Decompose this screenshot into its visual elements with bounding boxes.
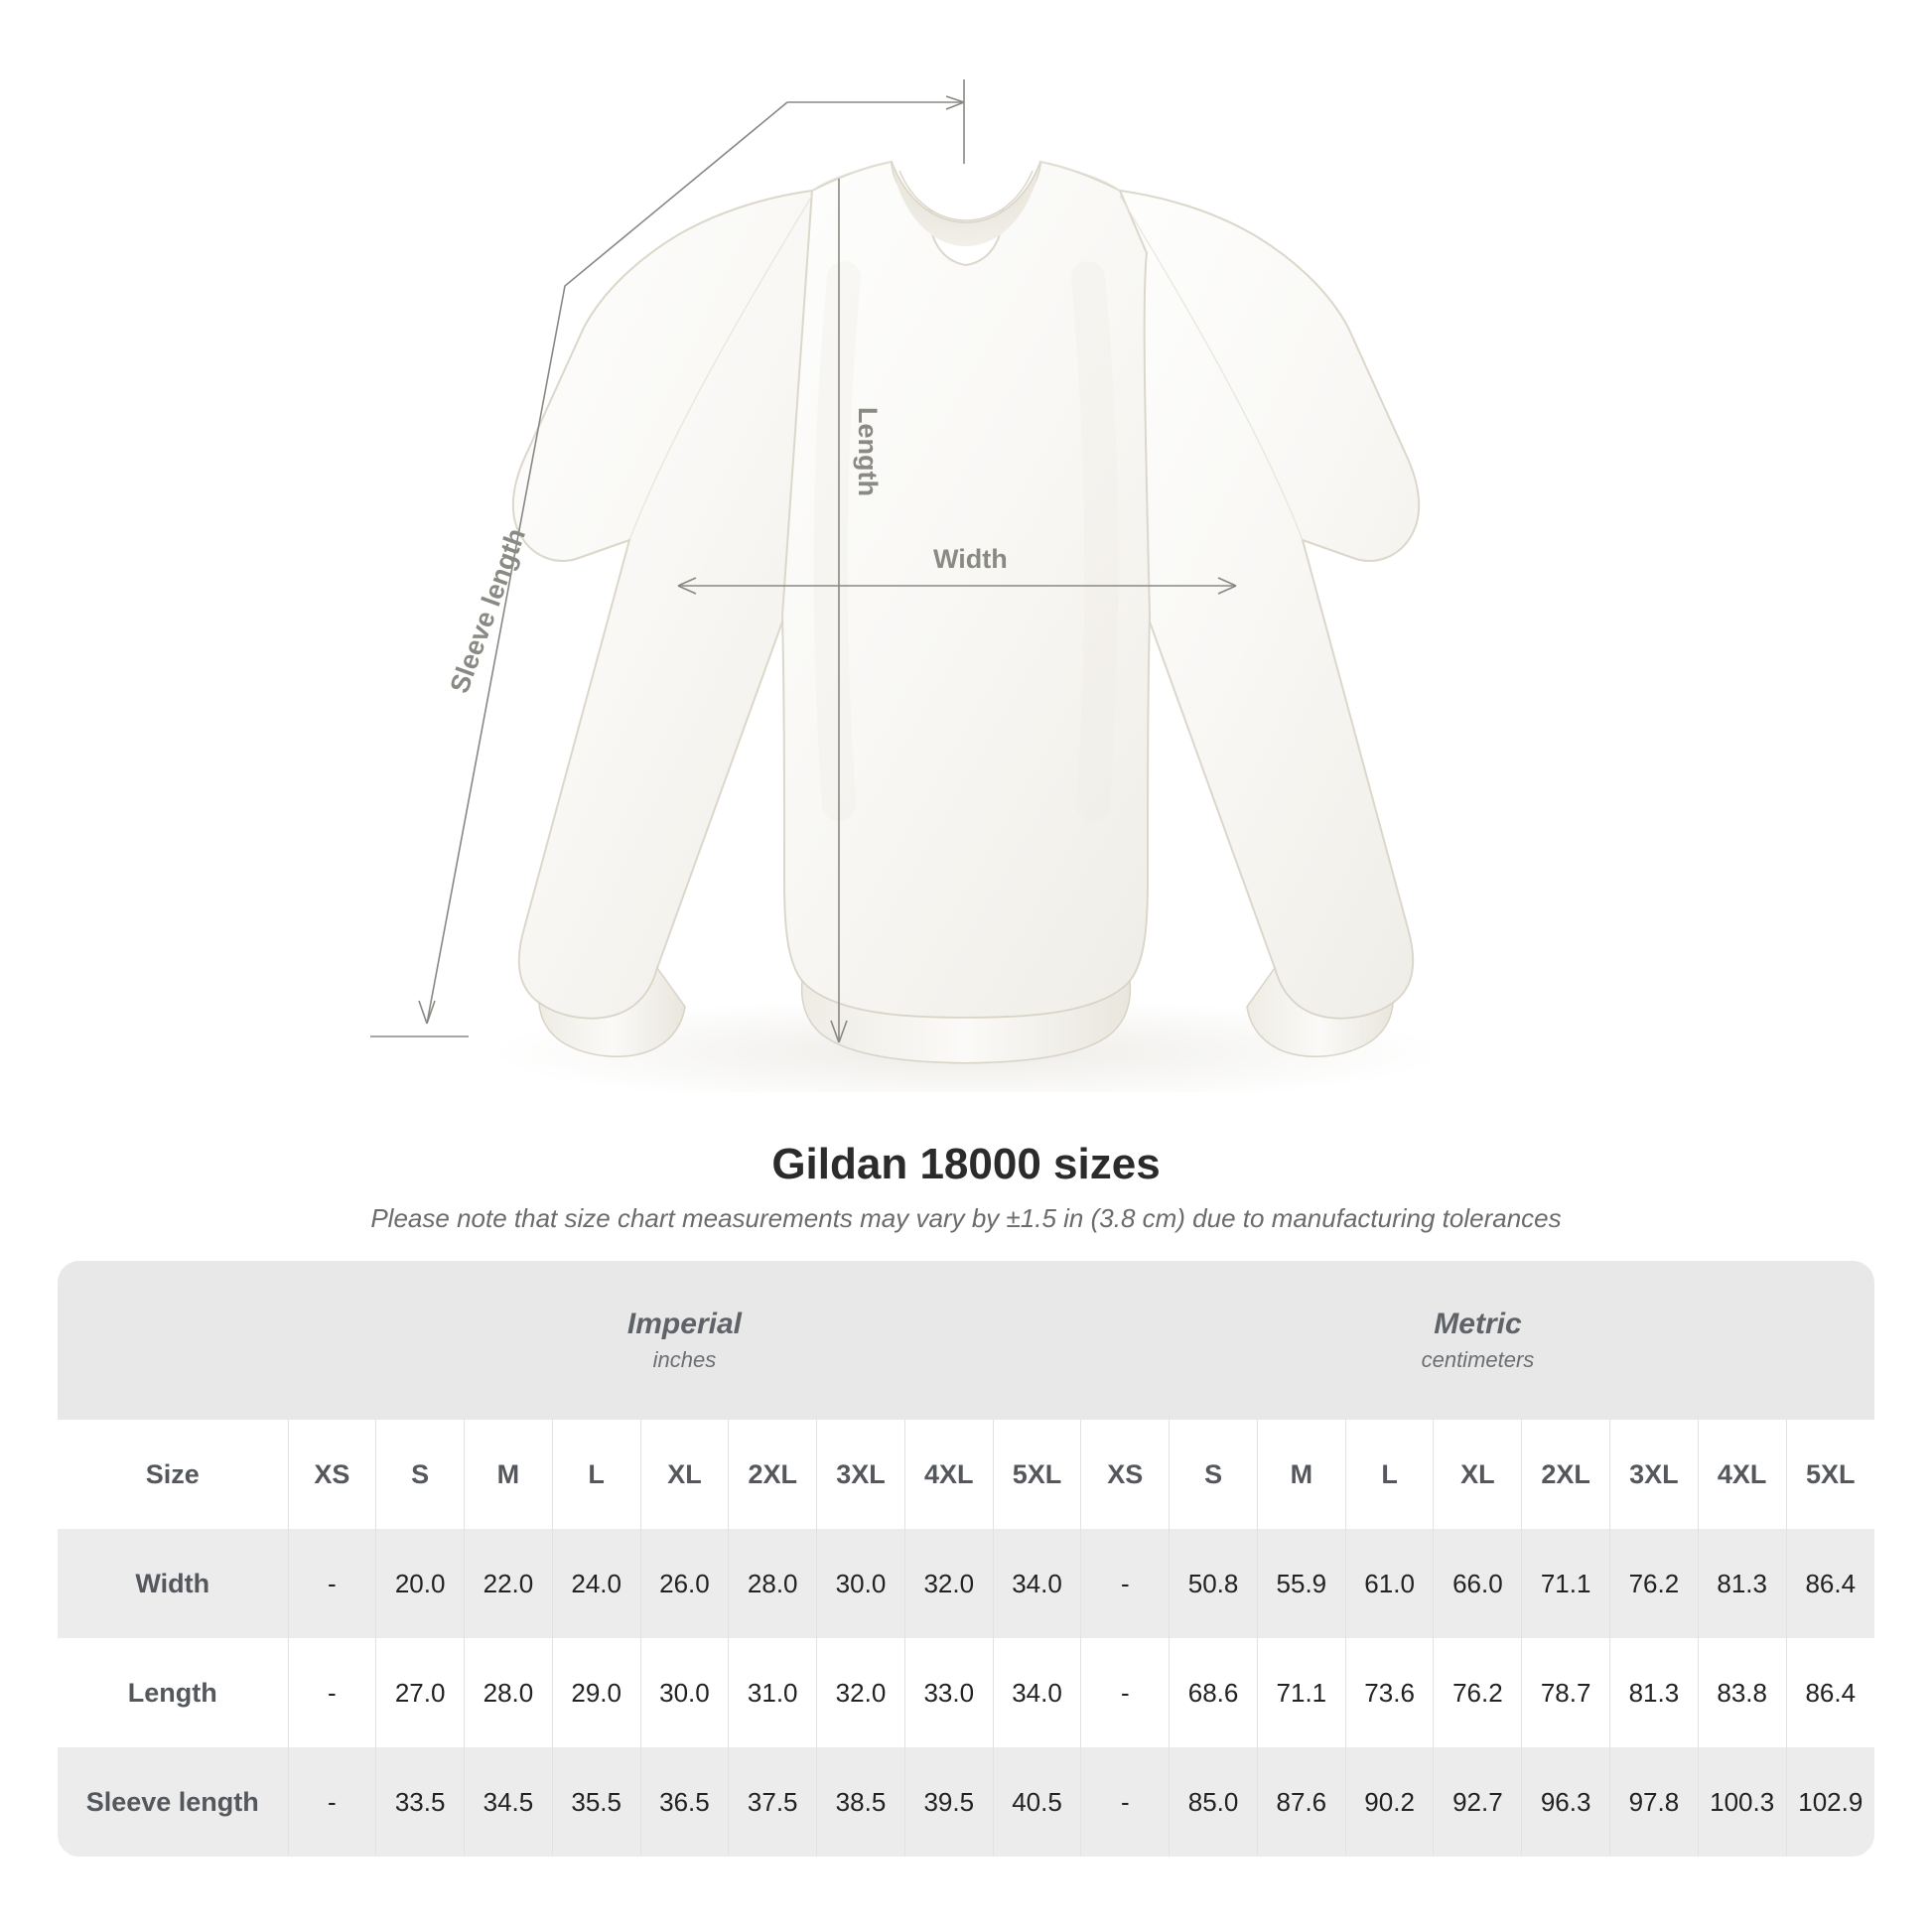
svg-text:Sleeve length: Sleeve length [444, 524, 531, 697]
svg-text:Width: Width [933, 544, 1008, 574]
svg-text:Length: Length [853, 407, 883, 496]
